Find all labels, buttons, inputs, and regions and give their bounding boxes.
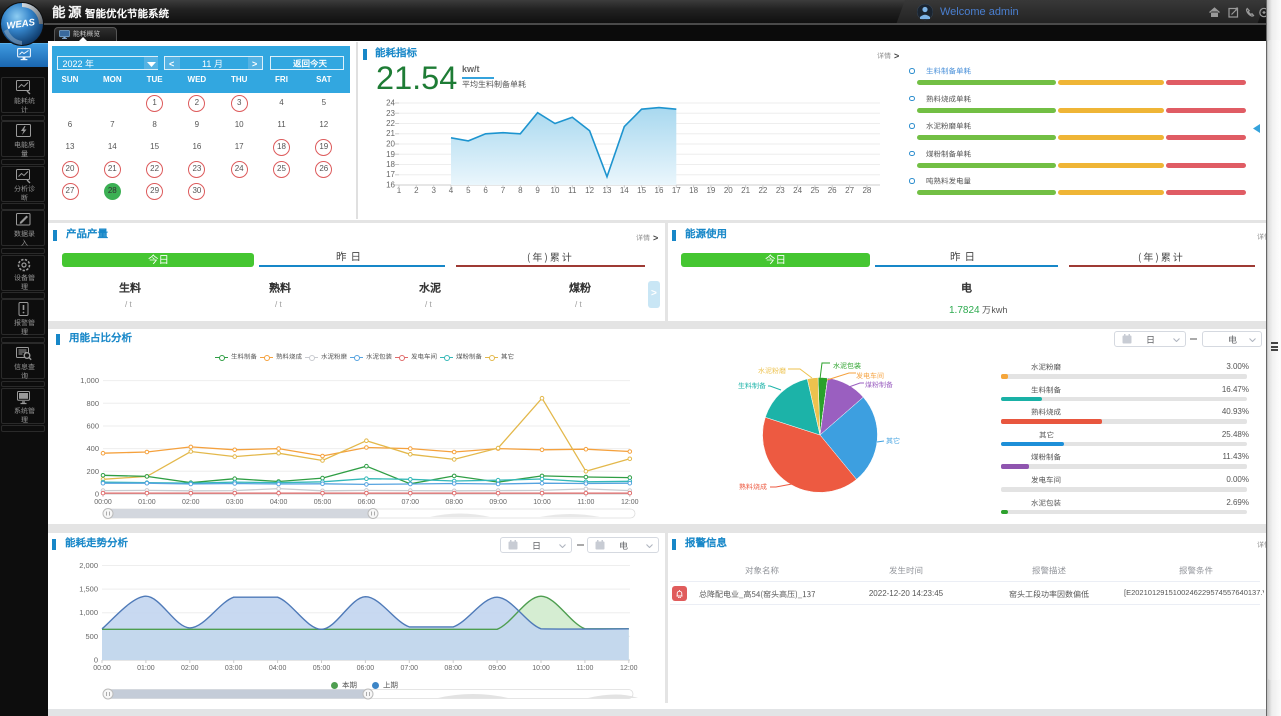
svg-text:08:00: 08:00 [445, 499, 463, 506]
svg-text:03:00: 03:00 [226, 499, 244, 506]
svg-text:03:00: 03:00 [225, 665, 243, 672]
svg-text:28: 28 [862, 186, 871, 195]
svg-text:10: 10 [551, 186, 560, 195]
svg-text:21: 21 [741, 186, 750, 195]
svg-text:400: 400 [86, 444, 99, 453]
svg-text:27: 27 [845, 186, 854, 195]
svg-text:11:00: 11:00 [577, 499, 594, 506]
svg-text:04:00: 04:00 [269, 665, 287, 672]
svg-text:2,000: 2,000 [79, 561, 98, 570]
svg-text:3: 3 [431, 186, 436, 195]
svg-text:5: 5 [466, 186, 471, 195]
svg-text:08:00: 08:00 [444, 665, 462, 672]
svg-text:1,000: 1,000 [80, 376, 99, 385]
svg-text:22: 22 [758, 186, 767, 195]
svg-text:2: 2 [414, 186, 419, 195]
svg-text:09:00: 09:00 [489, 499, 507, 506]
svg-text:16: 16 [386, 181, 395, 190]
svg-text:12:00: 12:00 [620, 665, 638, 672]
svg-text:21: 21 [386, 129, 395, 138]
svg-text:05:00: 05:00 [313, 665, 331, 672]
svg-text:10:00: 10:00 [533, 499, 551, 506]
svg-text:18: 18 [689, 186, 698, 195]
svg-text:25: 25 [810, 186, 819, 195]
svg-text:11:00: 11:00 [576, 665, 593, 672]
svg-text:02:00: 02:00 [181, 665, 199, 672]
svg-text:06:00: 06:00 [357, 665, 375, 672]
svg-text:19: 19 [386, 150, 395, 159]
svg-text:6: 6 [483, 186, 488, 195]
svg-text:8: 8 [518, 186, 523, 195]
svg-text:07:00: 07:00 [402, 499, 420, 506]
svg-text:20: 20 [724, 186, 733, 195]
svg-text:WEAS: WEAS [6, 17, 36, 32]
svg-text:11: 11 [568, 186, 577, 195]
svg-text:9: 9 [535, 186, 540, 195]
svg-text:00:00: 00:00 [94, 499, 112, 506]
svg-text:13: 13 [603, 186, 612, 195]
svg-text:01:00: 01:00 [137, 665, 155, 672]
svg-text:06:00: 06:00 [358, 499, 376, 506]
svg-text:20: 20 [386, 140, 395, 149]
svg-text:09:00: 09:00 [488, 665, 506, 672]
svg-text:17: 17 [386, 170, 395, 179]
svg-text:24: 24 [386, 99, 395, 108]
svg-text:1,500: 1,500 [79, 585, 98, 594]
svg-text:200: 200 [86, 467, 99, 476]
svg-text:23: 23 [776, 186, 785, 195]
svg-text:24: 24 [793, 186, 802, 195]
svg-text:00:00: 00:00 [93, 665, 111, 672]
svg-text:05:00: 05:00 [314, 499, 332, 506]
svg-text:18: 18 [386, 160, 395, 169]
svg-text:7: 7 [501, 186, 506, 195]
svg-text:10:00: 10:00 [532, 665, 550, 672]
svg-text:01:00: 01:00 [138, 499, 156, 506]
svg-text:12:00: 12:00 [621, 499, 639, 506]
svg-text:0: 0 [95, 490, 99, 499]
svg-text:0: 0 [94, 656, 98, 665]
svg-text:07:00: 07:00 [401, 665, 419, 672]
svg-text:26: 26 [828, 186, 837, 195]
svg-text:12: 12 [585, 186, 594, 195]
svg-text:16: 16 [655, 186, 664, 195]
svg-text:14: 14 [620, 186, 629, 195]
svg-text:04:00: 04:00 [270, 499, 288, 506]
svg-text:1: 1 [397, 186, 402, 195]
svg-text:19: 19 [706, 186, 715, 195]
svg-text:1,000: 1,000 [79, 608, 98, 617]
svg-text:02:00: 02:00 [182, 499, 200, 506]
svg-text:600: 600 [86, 422, 99, 431]
svg-text:22: 22 [386, 119, 395, 128]
svg-text:800: 800 [86, 399, 99, 408]
svg-text:15: 15 [637, 186, 646, 195]
svg-text:23: 23 [386, 109, 395, 118]
svg-text:4: 4 [449, 186, 454, 195]
svg-text:500: 500 [85, 632, 98, 641]
svg-text:17: 17 [672, 186, 681, 195]
